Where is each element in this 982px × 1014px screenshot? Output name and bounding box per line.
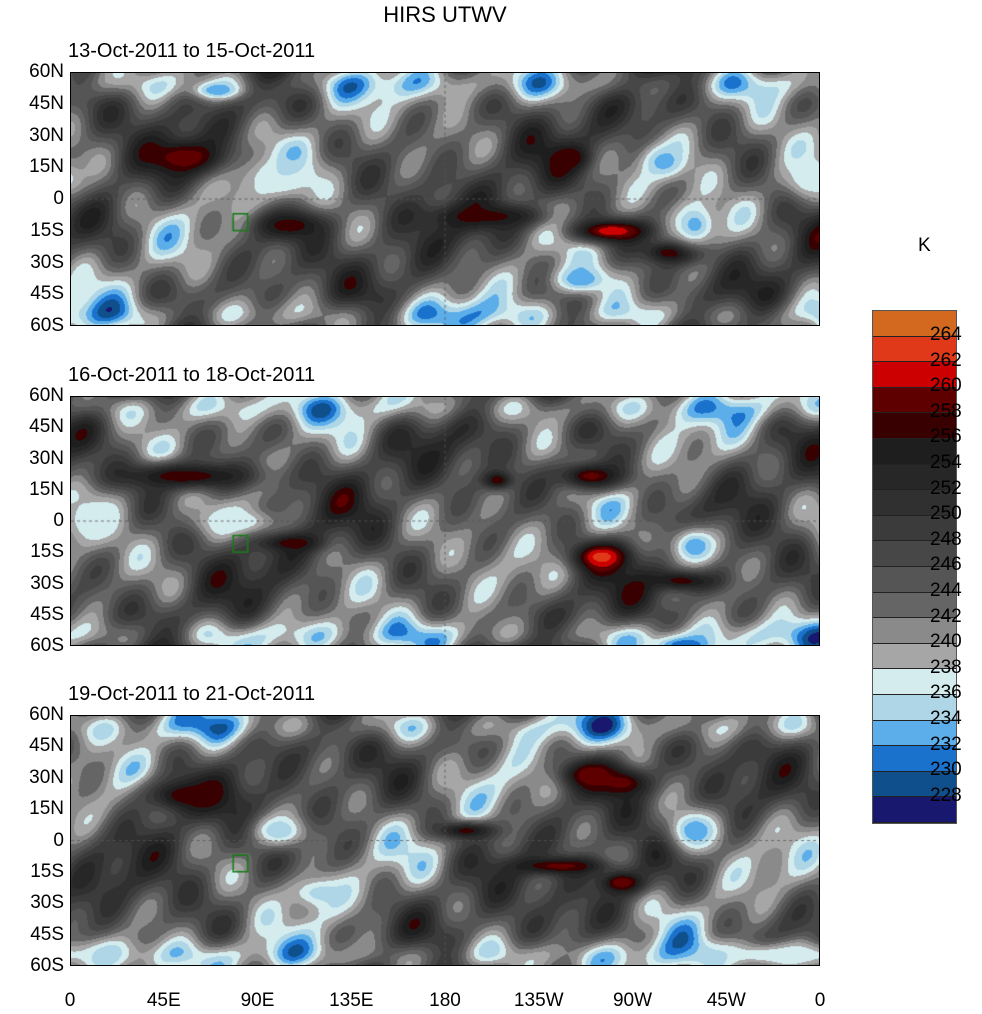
colorbar-box bbox=[873, 797, 956, 823]
lon-tick-label: 45W bbox=[706, 990, 746, 1011]
colorbar-box bbox=[873, 387, 956, 414]
unit-label: K bbox=[918, 235, 931, 256]
colorbar-box bbox=[873, 311, 956, 337]
colorbar-label: 236 bbox=[930, 682, 962, 704]
colorbar-label: 232 bbox=[930, 733, 962, 755]
lat-tick-label: 30N bbox=[29, 766, 64, 788]
lat-tick-label: 30S bbox=[30, 892, 64, 914]
lat-tick-label: 45S bbox=[30, 923, 64, 945]
colorbar-label: 258 bbox=[930, 400, 962, 422]
lat-tick-label: 30N bbox=[29, 447, 64, 469]
colorbar-label: 260 bbox=[930, 375, 962, 397]
lat-tick-label: 0 bbox=[53, 510, 64, 531]
utwv-field-3 bbox=[71, 716, 819, 965]
lat-tick-label: 60N bbox=[29, 704, 64, 725]
colorbar-label: 248 bbox=[930, 528, 962, 550]
lat-tick-label: 30S bbox=[30, 251, 64, 273]
lon-tick-label: 135W bbox=[513, 990, 564, 1011]
colorbar-label: 254 bbox=[930, 452, 962, 473]
lat-tick-label: 60S bbox=[30, 315, 64, 336]
colorbar-box bbox=[873, 438, 956, 465]
colorbar-box bbox=[873, 746, 956, 772]
utwv-field-2 bbox=[71, 397, 819, 645]
colorbar-box bbox=[873, 362, 956, 388]
lat-tick-label: 15N bbox=[29, 798, 64, 820]
lat-tick-label: 15S bbox=[30, 541, 64, 563]
lat-tick-label: 0 bbox=[53, 829, 64, 851]
lon-tick-label: 135E bbox=[329, 990, 374, 1011]
colorbar-label: 262 bbox=[930, 349, 962, 371]
map-panel-3 bbox=[70, 715, 820, 966]
lat-tick-label: 45N bbox=[29, 92, 64, 114]
lat-tick-label: 45S bbox=[30, 283, 64, 305]
lon-tick-label: 0 bbox=[814, 990, 826, 1011]
colorbar-label: 264 bbox=[930, 324, 962, 345]
lon-tick-label: 90W bbox=[612, 990, 653, 1011]
colorbar-box bbox=[873, 464, 956, 491]
colorbar-box bbox=[873, 669, 956, 695]
lat-tick-label: 15N bbox=[29, 156, 64, 178]
lat-tick-label: 15N bbox=[29, 478, 64, 500]
map-panel-1 bbox=[70, 72, 820, 326]
map-panel-2 bbox=[70, 396, 820, 646]
lat-tick-label: 60N bbox=[29, 385, 64, 406]
lat-tick-label: 15S bbox=[30, 219, 64, 241]
lat-tick-label: 45S bbox=[30, 603, 64, 625]
lon-tick-label: 0 bbox=[64, 990, 76, 1011]
panel-1-title: 13-Oct-2011 to 15-Oct-2011 bbox=[68, 40, 316, 62]
colorbar-label: 234 bbox=[930, 708, 962, 729]
colorbar-label: 242 bbox=[930, 605, 962, 627]
lat-tick-label: 0 bbox=[53, 188, 64, 209]
panel-2-title: 16-Oct-2011 to 18-Oct-2011 bbox=[68, 364, 316, 386]
lon-tick-label: 90E bbox=[240, 990, 275, 1011]
colorbar-box bbox=[873, 541, 956, 567]
colorbar-label: 238 bbox=[930, 656, 962, 678]
colorbar-box bbox=[873, 771, 956, 798]
lat-tick-label: 60N bbox=[29, 61, 64, 82]
lon-tick-label: 45E bbox=[146, 990, 181, 1011]
colorbar-box bbox=[873, 720, 956, 747]
lat-tick-label: 60S bbox=[30, 955, 64, 976]
colorbar-label: 230 bbox=[930, 759, 962, 781]
lat-tick-label: 15S bbox=[30, 860, 64, 882]
lat-tick-label: 30S bbox=[30, 572, 64, 594]
colorbar-label: 256 bbox=[930, 426, 962, 448]
colorbar-box bbox=[873, 566, 956, 593]
lat-tick-label: 30N bbox=[29, 124, 64, 146]
panel-3-title: 19-Oct-2011 to 21-Oct-2011 bbox=[68, 683, 316, 705]
colorbar-box bbox=[873, 336, 956, 363]
colorbar-box bbox=[873, 618, 956, 644]
lat-tick-label: 60S bbox=[30, 635, 64, 656]
lat-tick-label: 45N bbox=[29, 735, 64, 757]
colorbar-box bbox=[873, 643, 956, 670]
colorbar-box bbox=[873, 694, 956, 721]
lon-tick-label: 180 bbox=[429, 990, 461, 1011]
colorbar bbox=[872, 310, 957, 824]
colorbar-label: 240 bbox=[930, 631, 962, 653]
colorbar-label: 250 bbox=[930, 503, 962, 525]
utwv-field-1 bbox=[71, 73, 819, 325]
colorbar-box bbox=[873, 490, 956, 516]
colorbar-label: 244 bbox=[930, 580, 962, 601]
colorbar-label: 246 bbox=[930, 554, 962, 576]
colorbar-label: 252 bbox=[930, 477, 962, 499]
colorbar-box bbox=[873, 515, 956, 542]
figure-title: HIRS UTWV bbox=[383, 2, 507, 27]
colorbar-label: 228 bbox=[930, 784, 962, 806]
colorbar-box bbox=[873, 413, 956, 439]
colorbar-box bbox=[873, 592, 956, 619]
lat-tick-label: 45N bbox=[29, 416, 64, 438]
